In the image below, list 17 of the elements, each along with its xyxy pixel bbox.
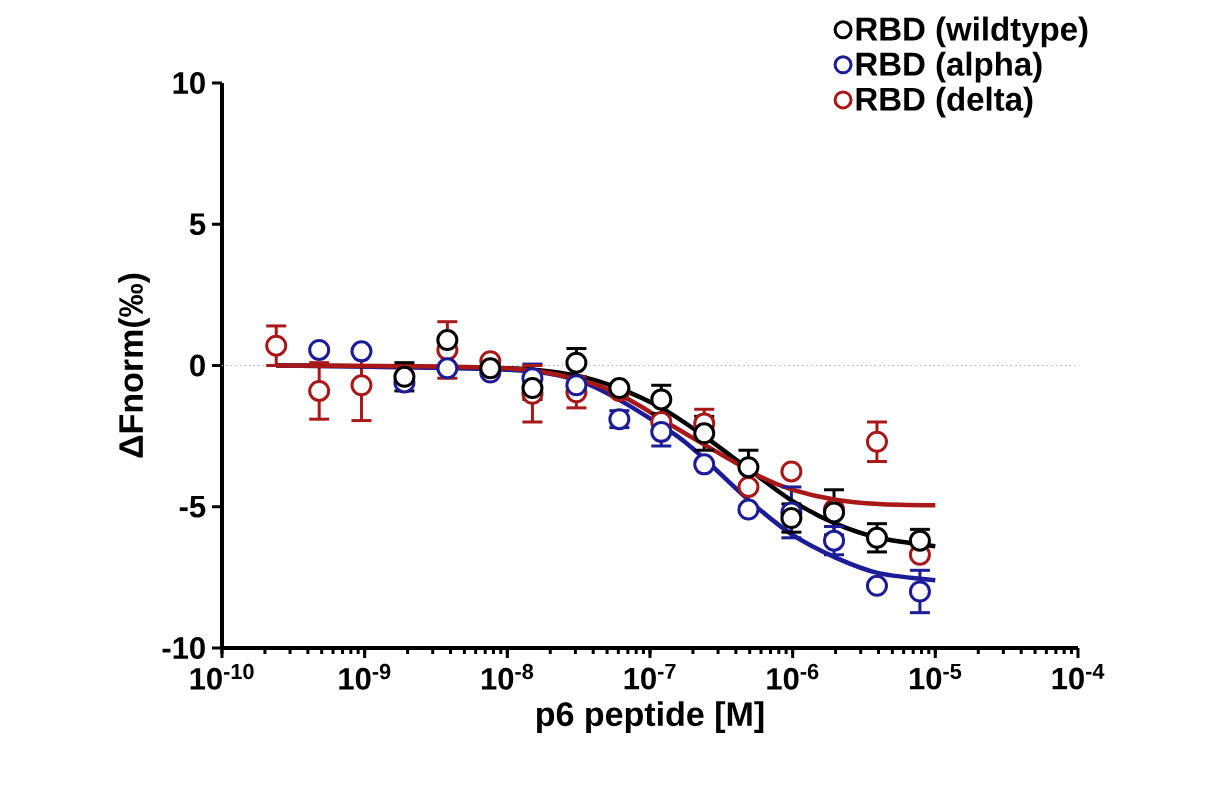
y-tick-label: -5	[179, 495, 206, 518]
legend-label: RBD (alpha)	[856, 51, 1042, 83]
x-tick-label: 10$^{-7}$	[624, 663, 676, 690]
y-tick-label: -10	[162, 637, 205, 659]
x-tick-label: 10$^{-9}$	[339, 663, 391, 690]
y-tick-label: 10	[173, 72, 205, 94]
y-tick-label: 5	[189, 213, 206, 236]
y-axis-title: ΔFnorm(‰)	[118, 273, 150, 458]
x-tick-label: 10$^{-10}$	[190, 663, 254, 690]
x-tick-label: 10$^{-8}$	[481, 663, 534, 690]
x-tick-label: 10$^{-5}$	[909, 663, 962, 690]
x-tick-label: 10$^{-6}$	[767, 663, 819, 690]
y-tick-label: 0	[190, 354, 205, 377]
legend-label: RBD (wildtype)	[856, 16, 1088, 48]
x-axis-title: p6 peptide [M]	[537, 701, 764, 733]
legend-label: RBD (delta)	[856, 86, 1033, 118]
x-tick-label: 10$^{-4}$	[1052, 663, 1105, 690]
